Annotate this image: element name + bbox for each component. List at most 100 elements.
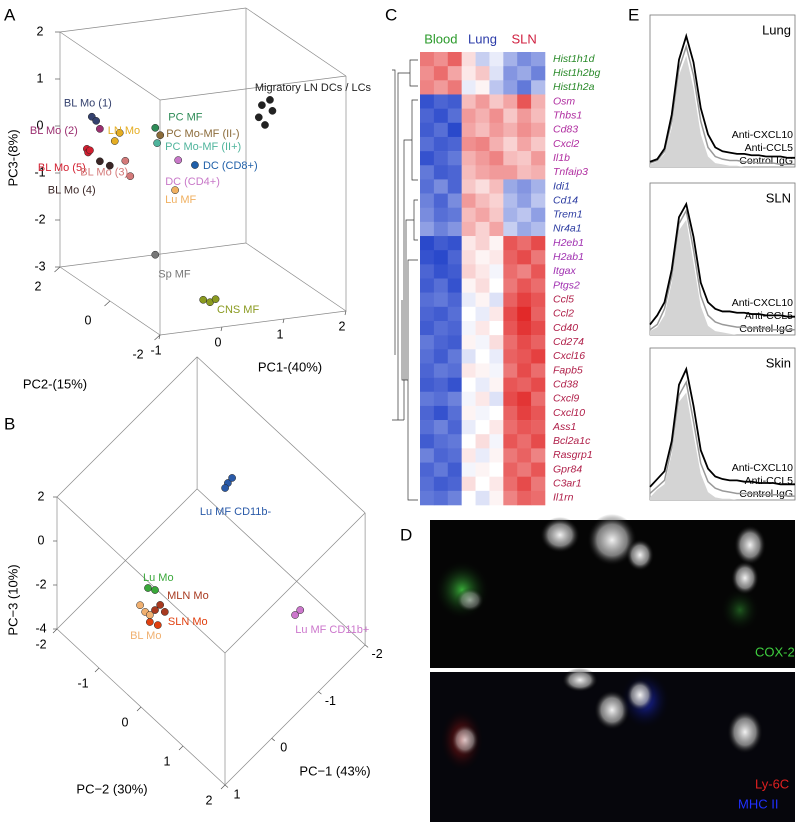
heat-cell bbox=[475, 490, 490, 506]
group-label: BL Mo (3) bbox=[80, 167, 128, 179]
heat-cell bbox=[517, 165, 532, 180]
heat-cell bbox=[420, 207, 435, 223]
point bbox=[296, 606, 305, 614]
heat-cell bbox=[433, 405, 449, 421]
heat-cell bbox=[475, 80, 490, 95]
y-tick-label: 2 bbox=[35, 279, 42, 293]
heat-cell bbox=[531, 462, 546, 477]
heat-cell bbox=[433, 320, 449, 336]
heat-cell bbox=[420, 476, 435, 492]
z-tick-label: 2 bbox=[37, 24, 44, 38]
heat-cell bbox=[531, 278, 546, 293]
heat-cell bbox=[420, 462, 435, 477]
heat-cell bbox=[475, 476, 490, 492]
heat-cell bbox=[489, 165, 504, 180]
heat-cell bbox=[420, 405, 435, 421]
y-tick bbox=[54, 266, 61, 273]
heat-cell bbox=[531, 391, 546, 407]
heat-cell bbox=[475, 391, 490, 407]
heat-cell bbox=[475, 420, 490, 435]
point bbox=[105, 161, 114, 170]
gene-label: Cd38 bbox=[553, 378, 578, 390]
y-tick-label: -1 bbox=[77, 676, 88, 690]
heat-cell bbox=[489, 80, 504, 95]
heat-cell bbox=[447, 363, 462, 378]
z-tick-label: 2 bbox=[38, 489, 45, 503]
heat-cell bbox=[517, 320, 532, 336]
x-tick bbox=[344, 310, 347, 316]
point bbox=[211, 295, 220, 303]
point bbox=[266, 96, 274, 104]
heat-cell bbox=[433, 122, 449, 138]
heat-cell bbox=[475, 448, 490, 463]
heat-cell bbox=[475, 221, 490, 237]
heat-cell bbox=[420, 151, 435, 166]
heat-cell bbox=[531, 320, 546, 336]
heat-cell bbox=[420, 136, 435, 152]
heat-cell bbox=[531, 207, 546, 223]
heat-cell bbox=[475, 94, 490, 109]
heat-cell bbox=[447, 207, 462, 223]
heat-cell bbox=[433, 179, 449, 194]
heat-cell bbox=[517, 363, 532, 378]
group-label: Lu MF CD11b+ bbox=[295, 624, 369, 636]
y-tick bbox=[52, 628, 58, 634]
point bbox=[156, 601, 164, 609]
stain-label: MHC II bbox=[738, 796, 778, 811]
x-tick-label: 1 bbox=[234, 787, 241, 801]
point bbox=[261, 121, 269, 129]
point bbox=[115, 129, 124, 137]
point bbox=[146, 618, 154, 626]
heat-cell bbox=[420, 377, 435, 393]
x-tick bbox=[318, 691, 322, 695]
gene-label: Cxcl10 bbox=[553, 407, 585, 419]
heat-cell bbox=[420, 221, 435, 237]
heat-cell bbox=[503, 462, 518, 477]
x-tick-label: -2 bbox=[372, 647, 383, 661]
point bbox=[126, 172, 135, 181]
heat-cell bbox=[489, 391, 504, 407]
heat-cell bbox=[475, 264, 490, 279]
heat-cell bbox=[433, 264, 449, 279]
heat-cell bbox=[531, 377, 546, 393]
heat-cell bbox=[531, 335, 546, 350]
heat-cell bbox=[517, 66, 532, 81]
z-tick-label: -4 bbox=[35, 621, 46, 635]
heat-cell bbox=[420, 179, 435, 194]
y-tick-label: 0 bbox=[85, 313, 92, 327]
point bbox=[268, 106, 277, 115]
heat-cell bbox=[461, 278, 476, 293]
group-label: SLN Mo bbox=[168, 616, 208, 628]
gene-label: Idi1 bbox=[553, 180, 570, 192]
heat-cell bbox=[447, 320, 462, 336]
heat-cell bbox=[517, 250, 532, 265]
point bbox=[254, 113, 263, 122]
gene-label: Hist1h2bg bbox=[553, 67, 600, 79]
heat-cell bbox=[503, 292, 518, 308]
heat-cell bbox=[531, 306, 546, 322]
axis-label: PC−3 (10%) bbox=[5, 564, 20, 635]
heat-cell bbox=[489, 363, 504, 378]
heat-cell bbox=[531, 349, 546, 364]
heat-cell bbox=[433, 490, 449, 506]
column-header: Blood bbox=[424, 31, 457, 46]
heat-cell bbox=[461, 405, 476, 421]
heat-cell bbox=[420, 66, 435, 81]
heat-cell bbox=[489, 236, 504, 251]
heat-cell bbox=[475, 108, 490, 124]
heat-cell bbox=[517, 236, 532, 251]
histogram-line bbox=[649, 366, 795, 488]
heat-cell bbox=[503, 179, 518, 194]
heat-cell bbox=[433, 335, 449, 350]
heat-cell bbox=[420, 52, 435, 67]
heat-cell bbox=[420, 122, 435, 138]
heat-cell bbox=[420, 391, 435, 407]
heat-cell bbox=[447, 462, 462, 477]
box-edge bbox=[59, 7, 247, 33]
group-label: CNS MF bbox=[217, 304, 259, 316]
heat-cell bbox=[433, 193, 449, 209]
heat-cell bbox=[489, 405, 504, 421]
micrograph-top bbox=[430, 514, 795, 668]
point bbox=[228, 474, 236, 482]
heat-cell bbox=[531, 151, 546, 166]
